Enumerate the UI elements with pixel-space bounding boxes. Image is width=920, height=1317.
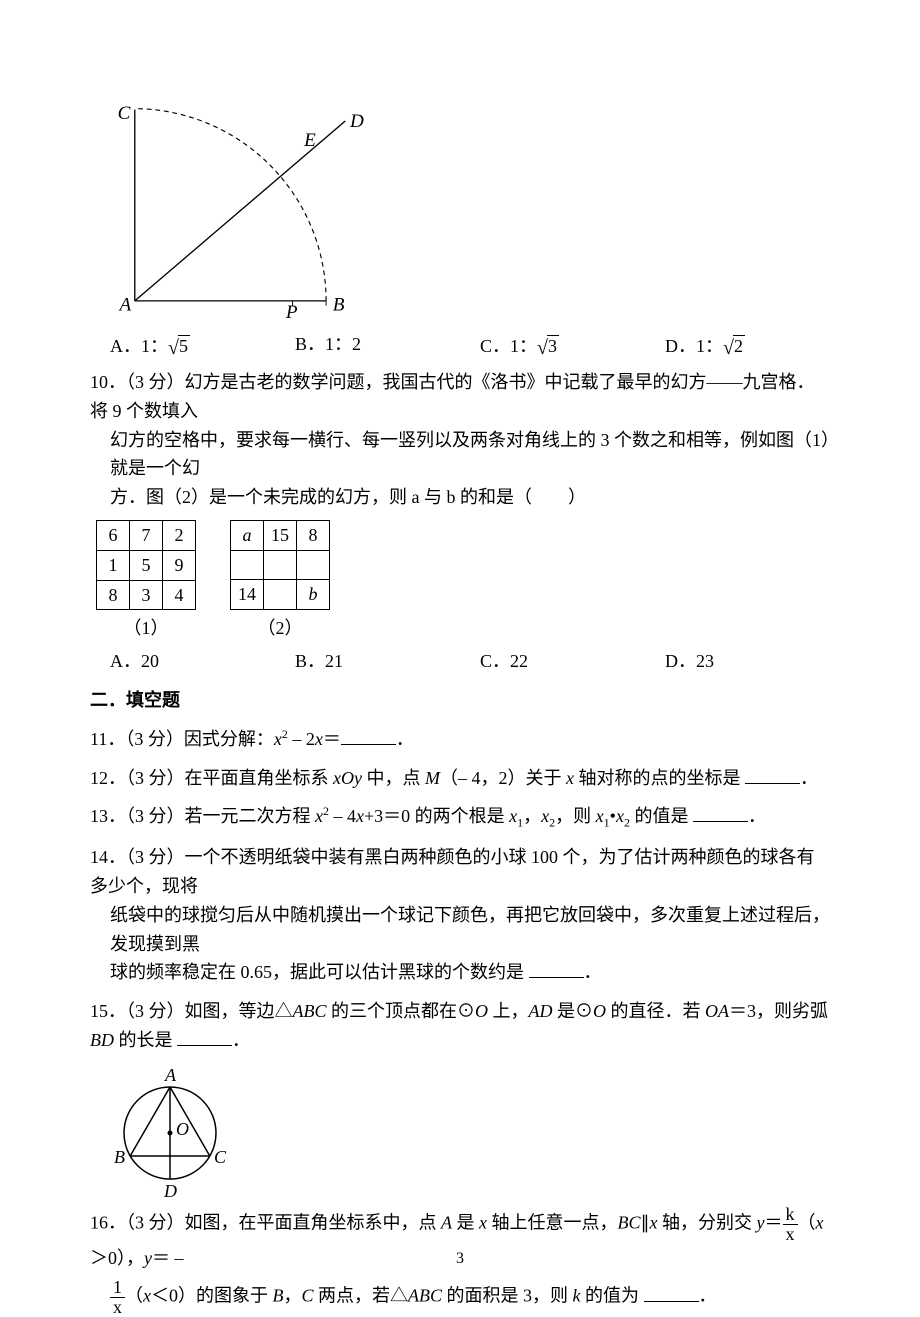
q11: 11．（3 分）因式分解：x2 – 2x＝． bbox=[90, 725, 830, 754]
q10-opt-A: A．20 bbox=[110, 647, 295, 676]
q15-label-O: O bbox=[176, 1119, 189, 1139]
q9-label-C: C bbox=[118, 103, 131, 124]
q9-label-D: D bbox=[349, 111, 364, 132]
q10-opt-C: C．22 bbox=[480, 647, 665, 676]
q10-line2: 幻方的空格中，要求每一横行、每一竖列以及两条对角线上的 3 个数之和相等，例如图… bbox=[90, 426, 830, 484]
q15-label-A: A bbox=[164, 1065, 177, 1085]
q10-table1-caption: （1） bbox=[96, 614, 196, 643]
q9-label-P: P bbox=[285, 302, 298, 320]
q9-opt-C: C．1：√3 bbox=[480, 330, 665, 362]
q10-opt-D: D．23 bbox=[665, 647, 850, 676]
q13-blank bbox=[693, 805, 748, 822]
q14-marker: 14．（3 分） bbox=[90, 847, 185, 867]
q10-table1: 672159834 （1） bbox=[96, 520, 196, 643]
q15-figure: A B C D O bbox=[110, 1065, 240, 1205]
q15-label-D: D bbox=[163, 1181, 177, 1201]
q10-table2: a15814b （2） bbox=[230, 520, 330, 643]
q9-figure: A C B D E P bbox=[110, 100, 370, 320]
q15: 15．（3 分）如图，等边△ABC 的三个顶点都在⊙O 上，AD 是⊙O 的直径… bbox=[90, 997, 830, 1055]
q10-line3: 方．图（2）是一个未完成的幻方，则 a 与 b 的和是（ ） bbox=[90, 483, 830, 512]
q9-opt-B: B．1：2 bbox=[295, 330, 480, 362]
q9-opt-D: D．1：√2 bbox=[665, 330, 850, 362]
q15-label-C: C bbox=[214, 1147, 227, 1167]
page-number: 3 bbox=[0, 1246, 920, 1272]
q13-marker: 13．（3 分） bbox=[90, 806, 185, 826]
q9-label-B: B bbox=[333, 294, 345, 315]
q16-marker: 16．（3 分） bbox=[90, 1212, 185, 1232]
q9-opt-A: A．1：√5 bbox=[110, 330, 295, 362]
q14: 14．（3 分）一个不透明纸袋中装有黑白两种颜色的小球 100 个，为了估计两种… bbox=[90, 843, 830, 987]
q10: 10．（3 分）幻方是古老的数学问题，我国古代的《洛书》中记载了最早的幻方——九… bbox=[90, 368, 830, 676]
q12-blank bbox=[745, 766, 800, 783]
q11-marker: 11．（3 分） bbox=[90, 729, 184, 749]
q11-label: 因式分解： bbox=[184, 729, 274, 749]
section2-title: 二．填空题 bbox=[90, 686, 830, 715]
q12: 12．（3 分）在平面直角坐标系 xOy 中，点 M（– 4，2）关于 x 轴对… bbox=[90, 764, 830, 793]
q11-blank bbox=[341, 728, 396, 745]
q13: 13．（3 分）若一元二次方程 x2 – 4x+3＝0 的两个根是 x1，x2，… bbox=[90, 802, 830, 833]
q15-blank bbox=[177, 1029, 232, 1046]
q14-blank bbox=[529, 961, 584, 978]
q9-label-E: E bbox=[303, 130, 316, 151]
q15-label-B: B bbox=[114, 1147, 125, 1167]
q10-line1: 幻方是古老的数学问题，我国古代的《洛书》中记载了最早的幻方——九宫格．将 9 个… bbox=[90, 372, 815, 421]
q10-options: A．20 B．21 C．22 D．23 bbox=[90, 647, 850, 676]
q10-marker: 10．（3 分） bbox=[90, 372, 185, 392]
q12-marker: 12．（3 分） bbox=[90, 768, 185, 788]
q9-figure-wrap: A C B D E P bbox=[90, 100, 830, 320]
q10-table2-caption: （2） bbox=[230, 614, 330, 643]
q15-marker: 15．（3 分） bbox=[90, 1001, 185, 1021]
q9-label-A: A bbox=[117, 294, 131, 315]
q9-options: A．1：√5 B．1：2 C．1：√3 D．1：√2 bbox=[90, 330, 850, 362]
q15-figure-wrap: A B C D O bbox=[90, 1065, 830, 1205]
q10-opt-B: B．21 bbox=[295, 647, 480, 676]
q16-blank bbox=[644, 1285, 699, 1302]
